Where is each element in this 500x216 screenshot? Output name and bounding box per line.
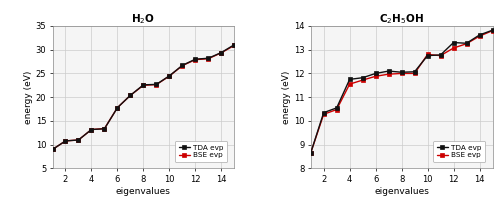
BSE evp (128, 94, 134, 97)
TDA evp (424, 54, 430, 57)
X-axis label: eigenvalues: eigenvalues (374, 186, 429, 195)
BSE evp (424, 53, 430, 56)
BSE evp (76, 139, 82, 141)
BSE evp (450, 47, 456, 49)
BSE evp (320, 113, 326, 116)
TDA evp (320, 111, 326, 114)
BSE evp (334, 108, 340, 111)
TDA evp (334, 107, 340, 109)
TDA evp (218, 51, 224, 54)
TDA evp (450, 41, 456, 44)
BSE evp (398, 72, 404, 75)
BSE evp (102, 127, 107, 130)
TDA evp (88, 128, 94, 131)
TDA evp (398, 71, 404, 74)
TDA evp (140, 84, 146, 86)
BSE evp (192, 58, 198, 61)
Legend: TDA evp, BSE evp: TDA evp, BSE evp (433, 141, 486, 162)
Line: BSE evp: BSE evp (50, 43, 236, 152)
BSE evp (154, 83, 160, 86)
Line: BSE evp: BSE evp (308, 29, 494, 155)
TDA evp (62, 140, 68, 142)
BSE evp (166, 75, 172, 77)
Title: H$_2$O: H$_2$O (132, 12, 156, 26)
TDA evp (166, 75, 172, 77)
BSE evp (386, 73, 392, 75)
BSE evp (490, 29, 496, 32)
BSE evp (232, 44, 237, 47)
BSE evp (180, 64, 186, 67)
BSE evp (62, 140, 68, 142)
TDA evp (412, 70, 418, 73)
Y-axis label: energy (eV): energy (eV) (24, 70, 33, 124)
TDA evp (192, 58, 198, 60)
Legend: TDA evp, BSE evp: TDA evp, BSE evp (175, 141, 227, 162)
TDA evp (154, 83, 160, 86)
BSE evp (114, 106, 120, 109)
BSE evp (464, 43, 469, 45)
TDA evp (308, 152, 314, 154)
Title: C$_2$H$_5$OH: C$_2$H$_5$OH (379, 12, 424, 26)
BSE evp (360, 79, 366, 81)
BSE evp (412, 72, 418, 75)
TDA evp (490, 29, 496, 32)
BSE evp (218, 51, 224, 54)
TDA evp (386, 70, 392, 72)
TDA evp (232, 43, 237, 46)
BSE evp (206, 57, 212, 60)
BSE evp (346, 83, 352, 86)
BSE evp (88, 128, 94, 131)
BSE evp (438, 54, 444, 57)
TDA evp (180, 64, 186, 67)
TDA evp (464, 42, 469, 44)
TDA evp (50, 148, 56, 151)
BSE evp (372, 75, 378, 78)
TDA evp (346, 78, 352, 81)
BSE evp (50, 148, 56, 151)
X-axis label: eigenvalues: eigenvalues (116, 186, 171, 195)
TDA evp (438, 54, 444, 56)
Y-axis label: energy (eV): energy (eV) (282, 70, 291, 124)
TDA evp (76, 139, 82, 141)
TDA evp (128, 94, 134, 97)
BSE evp (140, 84, 146, 87)
TDA evp (372, 72, 378, 75)
Line: TDA evp: TDA evp (308, 28, 494, 155)
TDA evp (360, 76, 366, 79)
TDA evp (206, 57, 212, 60)
TDA evp (114, 106, 120, 109)
Line: TDA evp: TDA evp (50, 43, 236, 152)
BSE evp (308, 152, 314, 154)
BSE evp (476, 35, 482, 37)
TDA evp (476, 34, 482, 36)
TDA evp (102, 127, 107, 130)
